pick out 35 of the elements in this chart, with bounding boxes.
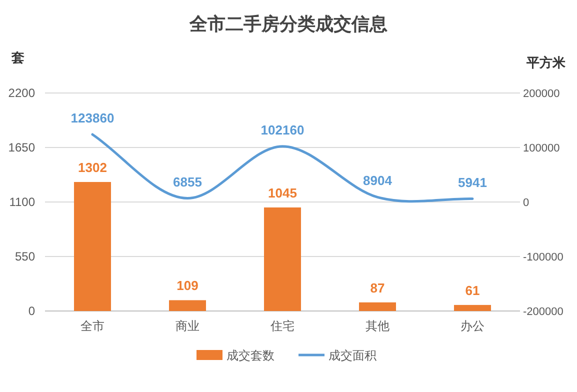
- y-tick-label: 1650: [8, 140, 36, 154]
- x-tick-label: 其他: [366, 319, 390, 333]
- y2-axis-title: 平方米: [526, 55, 566, 70]
- bar: [359, 302, 396, 311]
- data-label: 5941: [458, 174, 487, 190]
- x-tick-label: 住宅: [270, 319, 294, 333]
- y-tick-label: 550: [14, 250, 36, 264]
- data-label: 61: [465, 282, 480, 298]
- data-label: 1045: [268, 185, 297, 200]
- y-tick-label: 1100: [9, 195, 36, 209]
- data-label: 123860: [70, 110, 114, 126]
- y2-tick-label: -100000: [523, 252, 564, 264]
- y2-tick-label: -200000: [523, 306, 564, 318]
- y2-tick-label: 0: [523, 197, 530, 209]
- x-tick-label: 全市: [80, 319, 104, 333]
- y2-tick-label: 100000: [523, 142, 560, 154]
- data-label: 8904: [363, 173, 393, 188]
- y-tick-label: 0: [28, 304, 36, 318]
- chart-title: 全市二手房分类成交信息: [188, 14, 388, 34]
- bar: [264, 207, 301, 311]
- data-label: 6855: [173, 174, 202, 190]
- legend-label: 成交面积: [328, 348, 376, 362]
- legend-label: 成交套数: [226, 348, 274, 362]
- y2-tick-label: 200000: [523, 88, 560, 100]
- x-tick-label: 商业: [176, 319, 200, 333]
- y-tick-label: 2200: [8, 86, 36, 100]
- y-axis-title: 套: [10, 50, 24, 65]
- data-label: 102160: [260, 122, 304, 138]
- data-label: 109: [176, 278, 198, 294]
- bar: [74, 182, 111, 311]
- data-label: 87: [370, 280, 385, 296]
- x-tick-label: 办公: [460, 319, 484, 333]
- bar: [169, 300, 206, 311]
- bar: [454, 304, 491, 311]
- data-label: 1302: [78, 160, 107, 175]
